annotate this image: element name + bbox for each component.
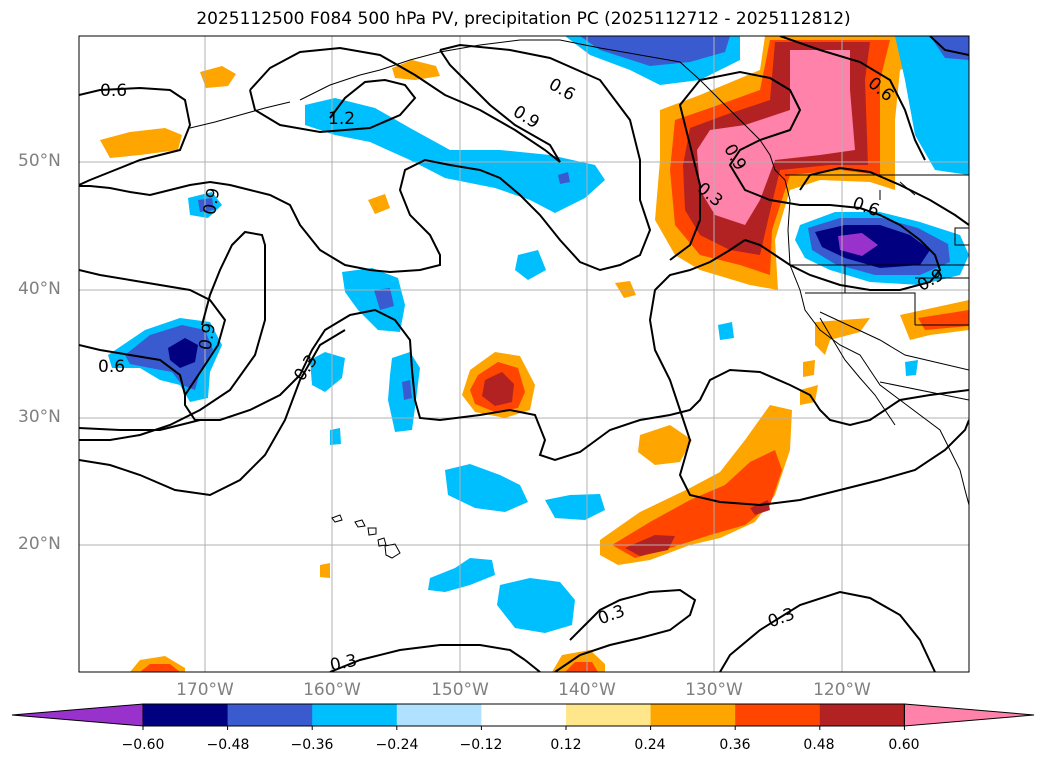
colorbar-segment (396, 704, 482, 726)
precip-negative-california-low-inner3 (838, 233, 878, 256)
precip-negative-small-3 (718, 322, 734, 340)
precip-negative-hawaii-3 (428, 558, 495, 592)
colorbar-outline (142, 703, 905, 727)
precip-negative-north-2-inner (930, 36, 969, 60)
precip-positive-subtropical-band-inner1 (612, 450, 782, 558)
lat-label-40n: 40°N (18, 279, 61, 299)
contour-label-0.3-c: 0.3 (595, 601, 627, 629)
precip-negative-west-inner2 (168, 338, 198, 368)
colorbar (11, 703, 1035, 730)
precip-negative-hawaii-4 (497, 578, 575, 633)
map-title: 2025112500 F084 500 hPa PV, precipitatio… (196, 9, 851, 29)
map-area (79, 36, 969, 672)
colorbar-tick-label: 0.12 (550, 737, 582, 753)
precip-negative-small-2 (515, 250, 546, 280)
colorbar-tick-label: 0.60 (888, 737, 920, 753)
colorbar-segment (650, 704, 736, 726)
precip-positive-alaska-1 (200, 66, 236, 88)
precip-negative-mid-1 (342, 268, 405, 332)
precip-negative-gulf-band (305, 98, 605, 213)
colorbar-segment (312, 704, 398, 726)
precip-negative-mid-2 (310, 352, 345, 392)
colorbar-tick-label: 0.36 (719, 737, 751, 753)
contour-label-0.6-c: 0.6 (98, 357, 125, 377)
colorbar-segment (819, 704, 905, 726)
precip-negative-hawaii-1 (445, 464, 528, 512)
map-frame (78, 35, 970, 673)
precip-positive-northeast-inner3 (697, 50, 855, 225)
colorbar-extend-low (11, 703, 144, 727)
contour-label-0.6-a: 0.6 (100, 81, 127, 101)
lon-label-130w: 130°W (685, 680, 743, 700)
lon-label-120w: 120°W (813, 680, 871, 700)
lon-label-140w: 140°W (558, 680, 616, 700)
precip-negative-small-1-inner (198, 198, 214, 212)
contour-label-0.9-b: 0.9 (196, 322, 220, 352)
lon-label-150w: 150°W (431, 680, 489, 700)
coastlines (189, 39, 969, 506)
precip-negative-gulf-band-inner (558, 172, 570, 184)
precip-positive-small-3 (803, 360, 815, 377)
contour-label-0.9-a: 0.9 (509, 102, 543, 133)
precip-negative-mid-1-inner (374, 288, 394, 310)
lat-label-30n: 30°N (18, 407, 61, 427)
colorbar-segment (227, 704, 313, 726)
precip-positive-small-4 (368, 194, 390, 214)
precip-negative-small-4 (905, 360, 918, 376)
precip-negative-mid-4 (330, 428, 341, 445)
graticule (79, 36, 969, 672)
hawaiian-islands (331, 514, 401, 559)
colorbar-tick-label: −0.12 (459, 737, 503, 753)
lon-label-170w: 170°W (176, 680, 234, 700)
colorbar-tick-label: 0.48 (803, 737, 835, 753)
precip-positive-small-6 (320, 563, 330, 578)
lon-label-160w: 160°W (303, 680, 361, 700)
colorbar-tick-label: 0.24 (634, 737, 666, 753)
precip-positive-south-1-inner (140, 664, 180, 672)
colorbar-tick-label: −0.48 (206, 737, 250, 753)
colorbar-tick-label: −0.36 (290, 737, 334, 753)
colorbar-segment (566, 704, 652, 726)
positive-precip-fields (100, 36, 969, 672)
colorbar-extend-high (903, 703, 1035, 727)
colorbar-segment (143, 704, 229, 726)
precip-positive-south-2-inner (565, 662, 598, 672)
precip-positive-small-1 (638, 425, 692, 465)
precip-negative-north-1-inner (580, 36, 730, 66)
contour-label-1.2: 1.2 (328, 109, 355, 129)
colorbar-tick-label: −0.60 (121, 737, 165, 753)
lat-label-50n: 50°N (18, 151, 61, 171)
contour-label-0.6-b: 0.6 (545, 74, 578, 105)
colorbar-tick-label: −0.24 (375, 737, 419, 753)
precip-negative-north-2 (895, 36, 969, 175)
pv-contours (79, 36, 969, 672)
colorbar-segment (735, 704, 821, 726)
colorbar-segment (481, 704, 567, 726)
precip-negative-mid-3-inner (402, 380, 412, 400)
precip-positive-central-inner2 (482, 372, 514, 406)
precip-positive-aleutian (100, 128, 182, 158)
precip-positive-alaska-2 (392, 60, 440, 80)
contour-label-0.9-d: 0.9 (200, 186, 224, 216)
precip-negative-hawaii-2 (545, 494, 605, 520)
lat-label-20n: 20°N (18, 534, 61, 554)
